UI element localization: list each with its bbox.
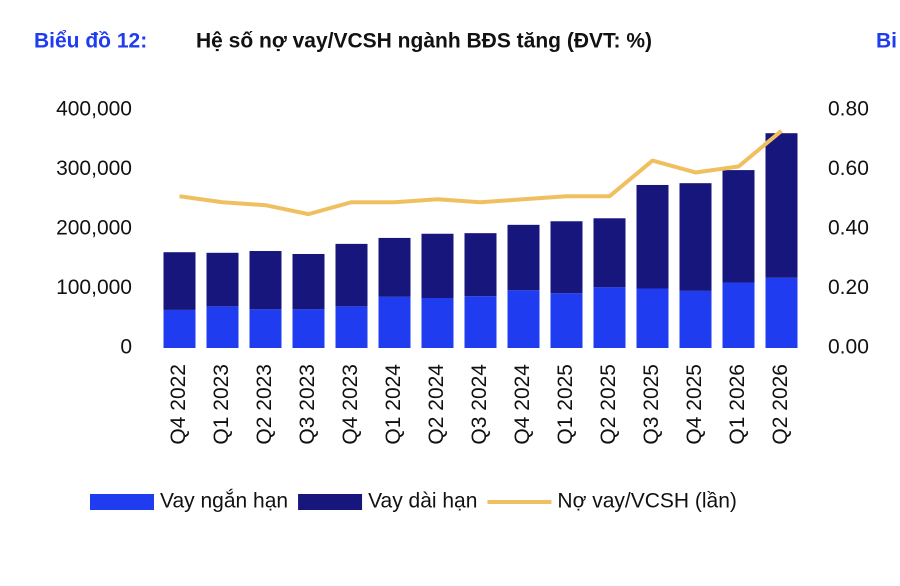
bar: [378, 237, 411, 297]
bar: [335, 306, 368, 348]
y-tick-label: 100,000: [56, 276, 132, 299]
x-tick-label: Q1 2025: [554, 364, 577, 445]
bar: [765, 133, 798, 278]
bar: [249, 309, 282, 348]
y-tick-label: 200,000: [56, 217, 132, 240]
y-tick-label: 400,000: [56, 98, 132, 121]
legend-label: Vay dài hạn: [368, 490, 477, 513]
bar: [421, 233, 454, 299]
chart-title-label: Biểu đồ 12:: [34, 30, 147, 53]
bar: [335, 243, 368, 307]
bar: [292, 309, 325, 348]
y2-tick-label: 0.00: [828, 336, 869, 359]
x-tick-label: Q3 2024: [468, 364, 491, 445]
bar: [163, 309, 196, 348]
bar: [206, 306, 239, 348]
bar: [679, 290, 712, 348]
y-tick-label: 300,000: [56, 157, 132, 180]
x-tick-label: Q4 2025: [683, 364, 706, 445]
y2-tick-label: 0.60: [828, 157, 869, 180]
x-tick-label: Q1 2023: [210, 364, 233, 445]
x-tick-label: Q4 2022: [167, 364, 190, 445]
x-tick-label: Q3 2025: [640, 364, 663, 445]
bar: [636, 184, 669, 289]
y2-tick-label: 0.40: [828, 217, 869, 240]
bar: [378, 296, 411, 348]
legend-swatch: [90, 494, 154, 510]
chart-title: Hệ số nợ vay/VCSH ngành BĐS tăng (ĐVT: %…: [196, 30, 652, 53]
bar: [163, 252, 196, 310]
bar: [593, 218, 626, 288]
legend-label: Nợ vay/VCSH (lần): [557, 490, 736, 513]
legend-label: Vay ngắn hạn: [160, 490, 288, 513]
bar: [507, 290, 540, 348]
y-tick-label: 0: [120, 336, 132, 359]
y2-tick-label: 0.20: [828, 276, 869, 299]
bar: [550, 221, 583, 294]
bar: [550, 293, 583, 348]
x-tick-label: Q4 2023: [339, 364, 362, 445]
x-tick-label: Q4 2024: [511, 364, 534, 445]
bar: [464, 233, 497, 297]
bar: [292, 253, 325, 310]
bar: [722, 282, 755, 348]
x-tick-label: Q1 2024: [382, 364, 405, 445]
bar: [507, 224, 540, 291]
bar: [249, 251, 282, 310]
x-tick-label: Q2 2024: [425, 364, 448, 445]
bar: [206, 252, 239, 307]
x-tick-label: Q2 2025: [597, 364, 620, 445]
x-tick-label: Q3 2023: [296, 364, 319, 445]
x-tick-label: Q1 2026: [726, 364, 749, 445]
bar: [636, 288, 669, 348]
bar: [421, 298, 454, 348]
bar: [464, 296, 497, 348]
x-tick-label: Q2 2026: [769, 364, 792, 445]
bar: [722, 170, 755, 283]
line: [179, 129, 783, 217]
clipped-title: Bi: [876, 30, 897, 53]
y2-tick-label: 0.80: [828, 98, 869, 121]
x-tick-label: Q2 2023: [253, 364, 276, 445]
bar: [593, 287, 626, 348]
legend-swatch: [298, 494, 363, 510]
bar: [679, 183, 712, 291]
bar: [765, 277, 798, 348]
